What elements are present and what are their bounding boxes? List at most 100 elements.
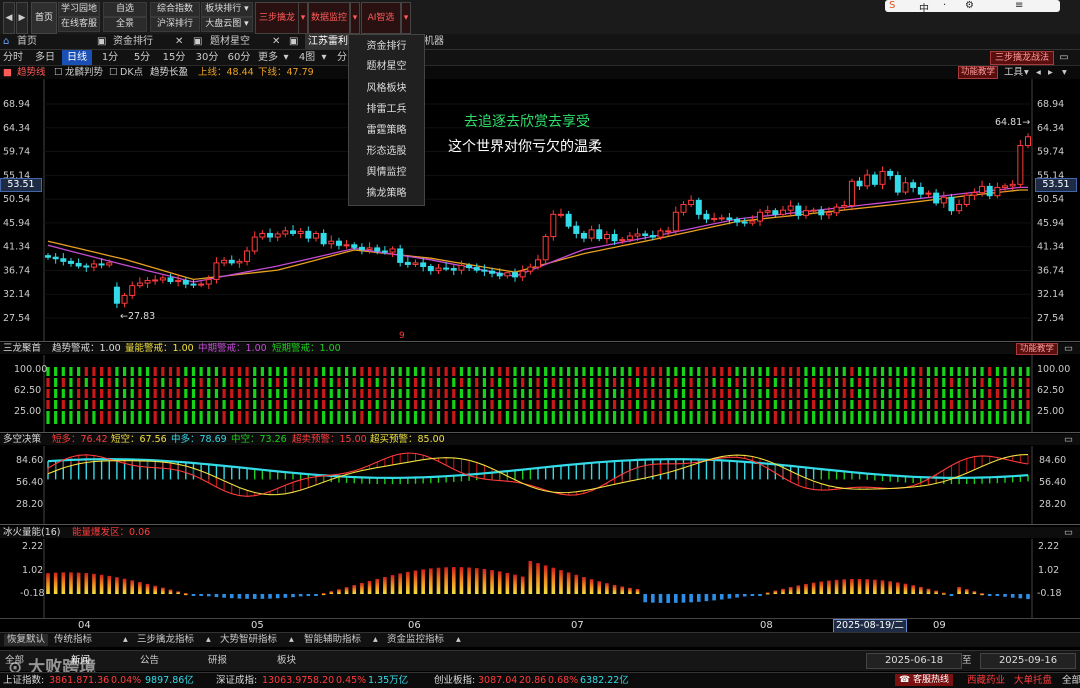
news-tab-all[interactable]: 全部	[5, 655, 25, 666]
legend-dk-checkbox[interactable]: ☐	[109, 67, 118, 78]
menu-item-theme-star[interactable]: 题材星空	[366, 61, 407, 72]
indicator-three-step-tab[interactable]: 三步擒龙指标	[137, 634, 195, 645]
three-step-dropdown-icon[interactable]: ▾	[298, 2, 308, 34]
sh-index-name[interactable]: 上证指数:	[3, 675, 45, 686]
candle-down	[113, 286, 120, 304]
ai-pick-button[interactable]: AI智选	[361, 2, 401, 34]
indicator-trend-tab[interactable]: 大势智研指标	[220, 634, 278, 645]
sanlong-bar	[84, 378, 88, 387]
news-tab-news[interactable]: 新闻	[71, 655, 91, 666]
duokong-expand-icon[interactable]: ▭	[1064, 434, 1073, 445]
menu-item-thunder-strategy[interactable]: 雷霆策略	[366, 125, 407, 136]
data-monitor-dropdown-icon[interactable]: ▾	[350, 2, 360, 34]
sanlong-bar	[942, 378, 946, 387]
layout-4-charts[interactable]: 4图	[298, 52, 316, 63]
period-more-dropdown-icon[interactable]: ▾	[283, 52, 289, 63]
indicator-traditional-tab[interactable]: 传统指标	[54, 634, 93, 645]
func-teach-button[interactable]: 功能教学	[958, 66, 998, 79]
tools-button[interactable]: 工具	[1004, 67, 1024, 78]
data-monitor-button[interactable]: 数据监控	[308, 2, 350, 34]
indicator-fund-dropdown-icon[interactable]: ▴	[456, 634, 461, 645]
sanlong-bar	[421, 367, 425, 376]
period-multiday[interactable]: 多日	[35, 52, 55, 63]
sanlong-bar	[115, 400, 119, 409]
sz-index-name[interactable]: 深证成指:	[216, 675, 258, 686]
period-5m[interactable]: 5分	[133, 52, 151, 63]
sanlong-bar	[873, 400, 877, 409]
market-cloud-button[interactable]: 大盘云图 ▾	[201, 17, 253, 32]
home-button[interactable]: 首页	[31, 2, 57, 34]
sanlong-bar	[299, 400, 303, 409]
ticker-all[interactable]: 全部	[1062, 675, 1080, 686]
menu-item-pattern-pick[interactable]: 形态选股	[366, 146, 407, 157]
online-service-button[interactable]: 在线客服	[58, 17, 100, 32]
favorites-button[interactable]: 自选	[103, 2, 147, 17]
layout-dropdown-icon[interactable]: ▾	[321, 52, 327, 63]
date-from-input[interactable]: 2025-06-18	[866, 653, 962, 669]
sanlong-expand-icon[interactable]: ▭	[1064, 343, 1073, 354]
back-arrow-icon[interactable]: ◀	[3, 2, 15, 34]
tab-close-icon[interactable]: ✕	[175, 36, 184, 47]
period-1m[interactable]: 1分	[101, 52, 119, 63]
period-more[interactable]: 更多	[258, 52, 278, 63]
cy-index-name[interactable]: 创业板指:	[434, 675, 476, 686]
menu-item-style-sector[interactable]: 风格板块	[366, 83, 407, 94]
menu-item-sentiment-monitor[interactable]: 舆情监控	[366, 167, 407, 178]
forward-arrow-icon[interactable]: ▶	[16, 2, 28, 34]
indicator-three-step-dropdown-icon[interactable]: ▴	[206, 634, 211, 645]
three-step-strategy-badge[interactable]: 三步擒龙战法	[990, 51, 1054, 65]
sector-rank-button[interactable]: 板块排行 ▾	[201, 2, 253, 17]
period-bar: 分时 多日 日线 1分 5分 15分 30分 60分 更多 ▾ 4图 ▾ 分 三…	[0, 50, 1080, 66]
ai-pick-dropdown-icon[interactable]: ▾	[401, 2, 411, 34]
period-15m[interactable]: 15分	[162, 52, 186, 63]
legend-dragon-checkbox[interactable]: ☐	[54, 67, 63, 78]
period-60m[interactable]: 60分	[227, 52, 251, 63]
period-split[interactable]: 分	[337, 52, 347, 63]
sanlong-bar	[207, 378, 211, 387]
composite-index-button[interactable]: 综合指数	[150, 2, 200, 17]
ime-menu-icon[interactable]: ≡	[1015, 0, 1024, 11]
tab-close-icon[interactable]: ✕	[272, 36, 281, 47]
panorama-button[interactable]: 全景	[103, 17, 147, 32]
menu-item-mine-sweeper[interactable]: 排雷工兵	[366, 104, 407, 115]
period-30m[interactable]: 30分	[195, 52, 219, 63]
tab-theme-star[interactable]: 题材星空	[210, 36, 250, 47]
ime-punct-icon[interactable]: ·	[943, 0, 947, 11]
learning-garden-button[interactable]: 学习园地	[58, 2, 100, 17]
tools-dropdown-icon[interactable]: ▾	[1024, 67, 1029, 78]
indicator-fund-tab[interactable]: 资金监控指标	[387, 634, 445, 645]
service-hotline-button[interactable]: ☎ 客服热线	[895, 674, 953, 686]
three-step-button[interactable]: 三步擒龙	[255, 2, 299, 34]
indicator-traditional-dropdown-icon[interactable]: ▴	[123, 634, 128, 645]
nav-right-icon[interactable]: ▸	[1048, 67, 1053, 78]
period-intraday[interactable]: 分时	[3, 52, 23, 63]
menu-item-dragon-strategy[interactable]: 擒龙策略	[366, 188, 407, 199]
indicator-assist-dropdown-icon[interactable]: ▴	[373, 634, 378, 645]
sanlong-bar	[635, 400, 640, 409]
date-to-input[interactable]: 2025-09-16	[980, 653, 1076, 669]
binghuo-expand-icon[interactable]: ▭	[1064, 527, 1073, 538]
indicator-trend-dropdown-icon[interactable]: ▴	[289, 634, 294, 645]
indicator-reset-tab[interactable]: 恢复默认	[4, 634, 49, 646]
nav-down-icon[interactable]: ▾	[1062, 67, 1067, 78]
nav-left-icon[interactable]: ◂	[1036, 67, 1041, 78]
panel-collapse-icon[interactable]: ▭	[1059, 52, 1069, 63]
tab-stock[interactable]: 江苏雷利	[305, 34, 351, 49]
tab-fund-rank[interactable]: 资金排行	[113, 36, 153, 47]
candlestick-chart[interactable]: 68.94 68.94 64.34 64.34 59.74 59.74 55.14 55.14…	[0, 79, 1080, 341]
sanlong-func-teach-button[interactable]: 功能教学	[1016, 343, 1058, 355]
news-tab-announce[interactable]: 公告	[140, 655, 160, 666]
tab-home[interactable]: 首页	[17, 36, 37, 47]
ime-settings-icon[interactable]: ⚙	[965, 0, 974, 11]
ime-lang-label[interactable]: 中	[919, 4, 929, 15]
news-tab-research[interactable]: 研报	[208, 655, 228, 666]
tab-machine[interactable]: 机器	[424, 36, 444, 47]
news-tab-sector[interactable]: 板块	[277, 655, 297, 666]
menu-item-fund-rank[interactable]: 资金排行	[366, 41, 407, 52]
period-daily[interactable]: 日线	[62, 50, 92, 65]
shsz-rank-button[interactable]: 沪深排行	[150, 17, 200, 32]
legend-trend-checkbox[interactable]: ■	[3, 67, 12, 78]
duokong-title: 多空决策	[3, 434, 42, 445]
ticker-stock[interactable]: 西藏药业	[967, 675, 1006, 686]
indicator-assist-tab[interactable]: 智能辅助指标	[304, 634, 362, 645]
